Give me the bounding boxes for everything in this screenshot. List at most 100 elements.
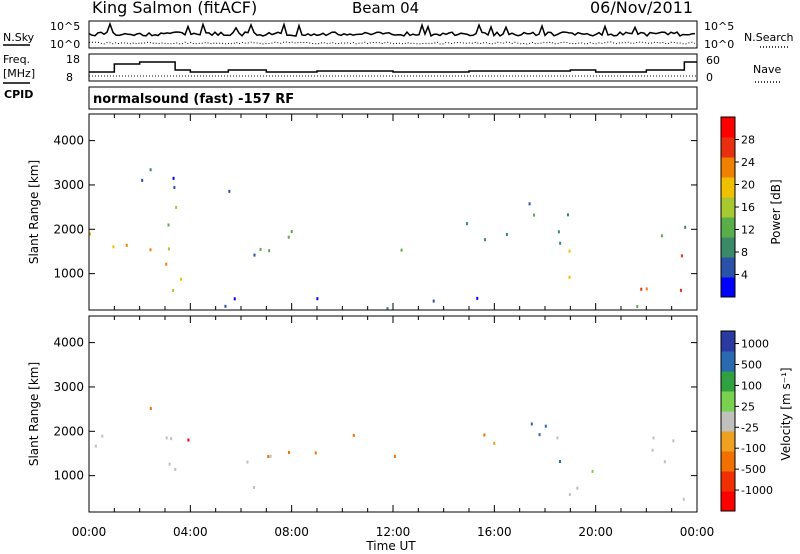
colorbar-swatch	[721, 491, 735, 512]
colorbar-tick-label: -500	[741, 463, 766, 476]
velocity-ylabel: Slant Range [km]	[27, 362, 41, 466]
power-echo-cell	[557, 230, 560, 234]
power-echo-cell	[180, 277, 183, 281]
power-echo-cells	[89, 168, 687, 311]
power-echo-cell	[224, 304, 227, 308]
velocity-echo-cell	[149, 407, 152, 411]
x-tick-label: 00:00	[680, 525, 715, 539]
power-echo-cell	[483, 238, 486, 242]
colorbar-tick-label: -25	[741, 421, 759, 434]
power-colorbar-label: Power [dB]	[769, 179, 783, 244]
colorbar-swatch	[721, 371, 735, 392]
colorbar-swatch	[721, 257, 735, 278]
velocity-echo-cell	[493, 441, 496, 445]
y-tick-label: 1000	[53, 469, 84, 483]
power-echo-cell	[568, 275, 571, 279]
power-echo-cell	[476, 296, 479, 300]
y-tick-label: 3000	[53, 380, 84, 394]
colorbar-tick-label: 500	[741, 358, 762, 371]
freq-label-line2: [MHz]	[3, 67, 35, 80]
power-echo-cell	[112, 245, 115, 249]
power-echo-cell	[679, 288, 682, 292]
cpid-panel: normalsound (fast) -157 RF	[88, 86, 698, 110]
power-echo-cell	[316, 297, 319, 301]
colorbar-tick-label: 20	[741, 179, 755, 192]
power-echo-cell	[233, 297, 236, 301]
velocity-panel-frame	[88, 315, 698, 513]
y-tick-label: 4000	[53, 134, 84, 148]
velocity-echo-cell	[544, 424, 547, 428]
colorbar-swatch	[721, 177, 735, 198]
velocity-colorbar-label: Velocity [m s⁻¹]	[779, 367, 793, 460]
colorbar-swatch	[721, 391, 735, 412]
power-echo-cell	[149, 248, 152, 252]
power-echo-cell	[645, 287, 648, 291]
colorbar-swatch	[721, 331, 735, 352]
velocity-echo-cell	[314, 451, 317, 455]
velocity-echo-cells	[94, 407, 685, 501]
frequency-line	[89, 61, 697, 73]
colorbar-tick-label: 100	[741, 379, 762, 392]
colorbar-swatch	[721, 277, 735, 298]
velocity-echo-cell	[287, 450, 290, 454]
beam-title: Beam 04	[352, 0, 419, 17]
velocity-echo-cell	[672, 439, 675, 443]
colorbar-swatch	[721, 411, 735, 432]
velocity-echo-cell	[652, 436, 655, 440]
colorbar-frame	[720, 330, 736, 512]
power-echo-cell	[228, 189, 231, 193]
x-tick-label: 12:00	[376, 525, 411, 539]
power-echo-cell	[680, 254, 683, 258]
velocity-echo-cell	[576, 486, 579, 490]
colorbar-swatch	[721, 137, 735, 158]
velocity-echo-cell	[174, 467, 177, 471]
colorbar-tick-label: -100	[741, 442, 766, 455]
power-echo-cell	[400, 248, 403, 252]
velocity-echo-cell	[252, 485, 255, 489]
velocity-echo-cell	[558, 459, 561, 463]
x-tick-label: 04:00	[173, 525, 208, 539]
colorbar-swatch	[721, 451, 735, 472]
noise-right-label: N.Search	[744, 31, 794, 44]
freq-tick-bottom: 8	[66, 71, 73, 84]
power-echo-cell	[684, 225, 687, 229]
colorbar-swatch	[721, 217, 735, 238]
colorbar-tick-label: 8	[741, 246, 748, 259]
colorbar-tick-label: 12	[741, 224, 755, 237]
power-echo-cell	[172, 176, 175, 180]
colorbar-swatch	[721, 157, 735, 178]
power-echo-cell	[259, 247, 262, 251]
freq-label-line1: Freq.	[3, 53, 30, 66]
power-echo-cell	[172, 288, 175, 292]
noise-right-tick-bottom: 10^0	[704, 38, 734, 51]
colorbar-tick-label: 4	[741, 269, 748, 282]
velocity-axes: 1000 2000 3000 4000	[53, 316, 698, 512]
colorbar-swatch	[721, 237, 735, 258]
velocity-echo-cell	[393, 454, 396, 458]
cpid-panel-frame	[88, 86, 698, 110]
colorbar-swatch	[721, 351, 735, 372]
station-title: King Salmon (fitACF)	[92, 0, 257, 17]
colorbar-tick-label: 1000	[741, 338, 769, 351]
noise-right-tick-top: 10^5	[704, 20, 734, 33]
x-tick-labels: 00:00 04:00 08:00 12:00 16:00 20:00 00:00	[72, 525, 715, 539]
velocity-echo-cell	[170, 437, 173, 441]
velocity-echo-cell	[187, 438, 190, 442]
noise-left-tick-top: 10^5	[50, 20, 80, 33]
y-tick-label: 2000	[53, 222, 84, 236]
velocity-echo-cell	[530, 422, 533, 426]
power-echo-cell	[505, 232, 508, 236]
velocity-echo-cell	[94, 444, 97, 448]
power-echo-cell	[636, 305, 639, 309]
colorbar-tick-label: 28	[741, 134, 755, 147]
cpid-label: CPID	[4, 88, 33, 101]
cpid-text: normalsound (fast) -157 RF	[93, 92, 294, 107]
power-echo-cell	[141, 178, 144, 182]
velocity-panel: 1000 2000 3000 4000 Slant Range [km]	[27, 315, 698, 513]
power-echo-cell	[173, 185, 176, 189]
noise-left-tick-bottom: 10^0	[50, 38, 80, 51]
power-echo-cell	[125, 243, 128, 247]
colorbar-swatch	[721, 431, 735, 452]
noise-left-label: N.Sky	[3, 31, 35, 44]
